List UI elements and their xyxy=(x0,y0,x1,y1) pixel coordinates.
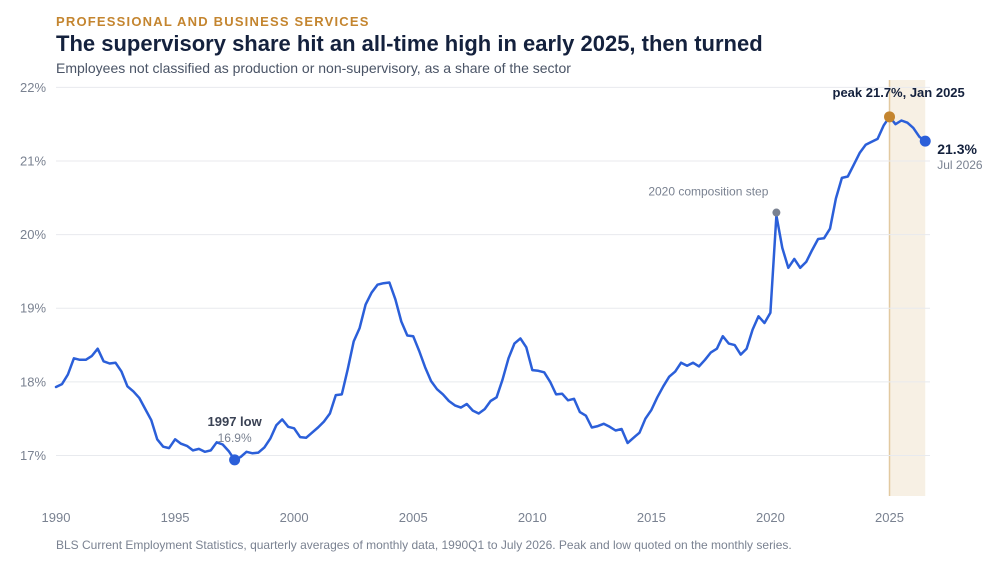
y-tick-label-18: 18% xyxy=(20,374,46,389)
latest-value-label: 21.3% xyxy=(937,141,977,157)
y-tick-label-21: 21% xyxy=(20,153,46,168)
x-tick-label-2010: 2010 xyxy=(518,510,547,525)
x-tick-label-2000: 2000 xyxy=(280,510,309,525)
series-line xyxy=(54,115,927,462)
y-tick-label-17: 17% xyxy=(20,448,46,463)
grid-layer xyxy=(56,86,930,457)
composition-step-point xyxy=(772,208,781,217)
source-note: BLS Current Employment Statistics, quart… xyxy=(56,538,792,552)
x-tick-label-2005: 2005 xyxy=(399,510,428,525)
highlight-band xyxy=(889,80,926,496)
peak-point xyxy=(884,111,896,123)
y-tick-label-19: 19% xyxy=(20,301,46,316)
series-layer xyxy=(54,115,927,462)
chart-title: The supervisory share hit an all-time hi… xyxy=(56,31,763,56)
latest-date-label: Jul 2026 xyxy=(937,158,983,172)
chart-subtitle: Employees not classified as production o… xyxy=(56,60,571,76)
x-tick-label-1990: 1990 xyxy=(42,510,71,525)
annotation-layer: peak 21.7%, Jan 2025 21.3%Jul 2026 2020 co… xyxy=(208,85,983,466)
y-tick-label-22: 22% xyxy=(20,80,46,95)
x-tick-label-1995: 1995 xyxy=(161,510,190,525)
latest-point xyxy=(919,135,931,147)
x-tick-label-2025: 2025 xyxy=(875,510,904,525)
x-tick-label-2020: 2020 xyxy=(756,510,785,525)
x-tick-label-2015: 2015 xyxy=(637,510,666,525)
low-value-label: 16.9% xyxy=(218,431,252,445)
chart-kicker: PROFESSIONAL AND BUSINESS SERVICES xyxy=(56,14,370,29)
low-label: 1997 low xyxy=(208,414,263,429)
peak-label: peak 21.7%, Jan 2025 xyxy=(833,85,965,100)
composition-step-label: 2020 composition step xyxy=(648,185,768,199)
y-tick-label-20: 20% xyxy=(20,227,46,242)
tick-label-layer: 17% 18% 19% 20% 21% 22% 1990 1995 2000 2005 2010 20… xyxy=(20,80,904,525)
low-point xyxy=(229,454,241,466)
highlight-band-layer xyxy=(888,80,926,496)
